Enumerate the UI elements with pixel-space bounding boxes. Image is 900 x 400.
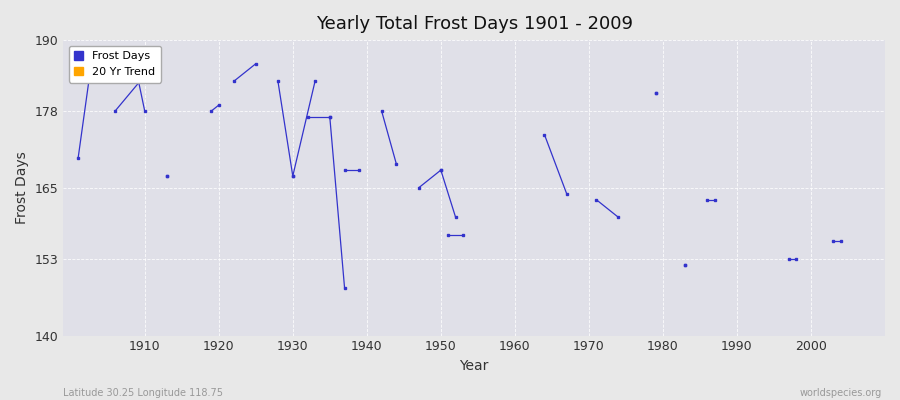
Title: Yearly Total Frost Days 1901 - 2009: Yearly Total Frost Days 1901 - 2009 bbox=[316, 15, 633, 33]
Y-axis label: Frost Days: Frost Days bbox=[15, 152, 29, 224]
X-axis label: Year: Year bbox=[460, 359, 489, 373]
Legend: Frost Days, 20 Yr Trend: Frost Days, 20 Yr Trend bbox=[68, 46, 161, 82]
Text: worldspecies.org: worldspecies.org bbox=[800, 388, 882, 398]
Text: Latitude 30.25 Longitude 118.75: Latitude 30.25 Longitude 118.75 bbox=[63, 388, 223, 398]
